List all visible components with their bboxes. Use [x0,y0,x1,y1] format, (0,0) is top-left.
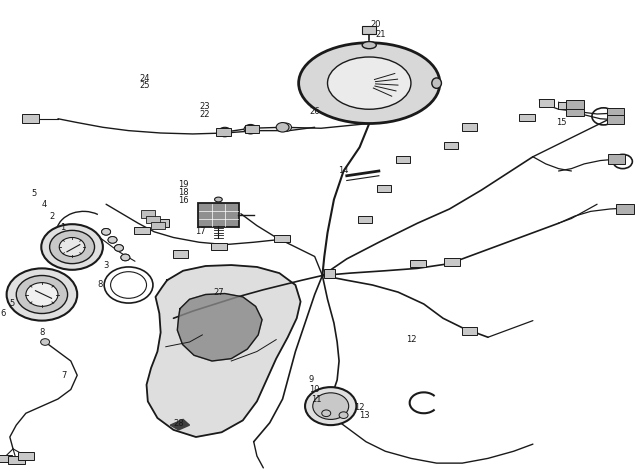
Text: 8: 8 [97,280,102,288]
FancyBboxPatch shape [616,204,634,214]
Ellipse shape [214,197,222,202]
Text: 25: 25 [139,81,150,90]
Text: 8: 8 [39,328,44,337]
Circle shape [41,224,103,270]
Text: 12: 12 [406,335,416,344]
FancyBboxPatch shape [558,102,573,109]
Circle shape [276,123,289,132]
Text: 10: 10 [309,385,320,394]
Ellipse shape [327,57,411,109]
Circle shape [59,238,85,256]
Text: 6: 6 [1,309,6,318]
Circle shape [219,128,230,136]
FancyBboxPatch shape [134,227,150,234]
Polygon shape [170,419,189,430]
Text: 27: 27 [213,288,223,296]
FancyBboxPatch shape [153,219,169,227]
Text: 2: 2 [49,212,54,220]
Text: 19: 19 [178,180,188,189]
FancyBboxPatch shape [358,216,372,223]
Ellipse shape [299,43,440,124]
Text: 5: 5 [9,300,14,308]
FancyBboxPatch shape [607,115,624,124]
Text: 1: 1 [60,224,65,232]
Text: 20: 20 [370,20,381,29]
Text: 7: 7 [62,371,67,380]
FancyBboxPatch shape [462,327,477,335]
Circle shape [305,387,356,425]
FancyBboxPatch shape [377,185,391,192]
Circle shape [322,410,331,417]
Text: 9: 9 [309,376,314,384]
Text: 17: 17 [195,228,205,236]
Text: 13: 13 [360,411,370,420]
Text: 15: 15 [557,118,567,127]
FancyBboxPatch shape [395,156,410,163]
FancyBboxPatch shape [362,26,376,34]
FancyBboxPatch shape [151,222,165,229]
FancyBboxPatch shape [539,99,554,107]
Text: 16: 16 [178,196,188,205]
Circle shape [121,254,130,261]
Ellipse shape [432,78,442,88]
Text: 28: 28 [173,419,184,428]
FancyBboxPatch shape [410,260,426,267]
FancyBboxPatch shape [141,210,155,218]
FancyBboxPatch shape [608,154,625,164]
FancyBboxPatch shape [566,100,584,109]
Circle shape [114,245,123,251]
Circle shape [101,228,110,235]
FancyBboxPatch shape [324,269,335,278]
Polygon shape [146,265,300,437]
Ellipse shape [362,42,376,49]
FancyBboxPatch shape [274,235,290,242]
Circle shape [313,393,349,419]
Circle shape [16,276,67,314]
FancyBboxPatch shape [245,125,259,133]
Text: 24: 24 [139,74,150,83]
FancyBboxPatch shape [8,456,24,464]
Circle shape [244,124,257,134]
FancyBboxPatch shape [173,250,188,258]
Polygon shape [177,294,262,361]
Text: 3: 3 [103,261,108,269]
FancyBboxPatch shape [0,455,12,462]
Circle shape [280,123,291,132]
FancyBboxPatch shape [198,203,239,227]
Text: 5: 5 [31,190,36,198]
Text: 14: 14 [338,166,349,174]
FancyBboxPatch shape [519,114,535,121]
Text: 23: 23 [199,103,209,111]
Circle shape [108,237,117,243]
Circle shape [108,237,117,243]
FancyBboxPatch shape [22,114,39,123]
Circle shape [121,254,130,261]
FancyBboxPatch shape [607,108,624,118]
FancyBboxPatch shape [462,123,477,131]
FancyBboxPatch shape [444,142,458,149]
Circle shape [49,230,94,264]
Circle shape [218,127,231,137]
Text: 22: 22 [199,111,209,119]
Text: 12: 12 [354,403,365,412]
Text: 18: 18 [178,188,188,197]
Text: 21: 21 [375,30,385,38]
Circle shape [339,412,348,418]
Circle shape [40,339,49,345]
Circle shape [114,245,123,251]
FancyBboxPatch shape [211,243,227,250]
FancyBboxPatch shape [216,128,230,136]
Text: 4: 4 [41,200,46,209]
FancyBboxPatch shape [566,107,584,116]
Text: 11: 11 [311,395,322,403]
FancyBboxPatch shape [17,452,34,460]
Circle shape [6,268,77,321]
Circle shape [101,228,110,235]
Circle shape [26,283,58,306]
FancyBboxPatch shape [444,258,460,266]
FancyBboxPatch shape [146,216,160,223]
Text: 26: 26 [309,107,320,116]
Circle shape [245,125,256,133]
